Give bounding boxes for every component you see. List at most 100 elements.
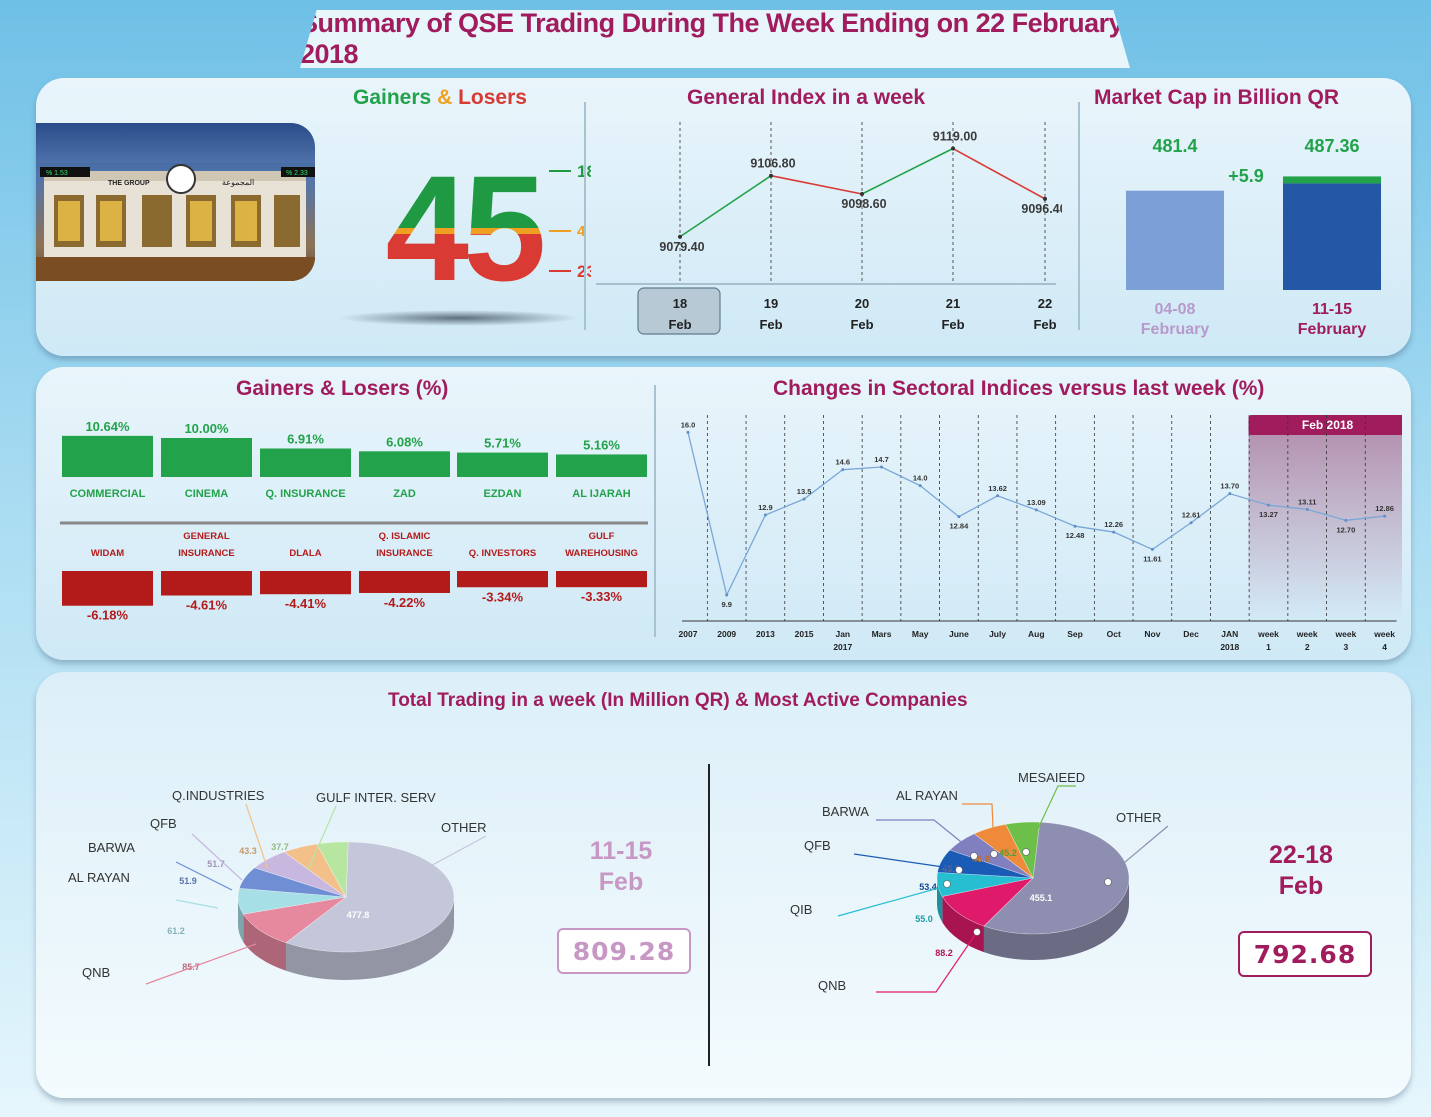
index-point <box>1043 196 1047 201</box>
sector-value-label: 11.61 <box>1143 554 1161 563</box>
sector-point <box>957 515 961 519</box>
loser-bar <box>62 571 153 606</box>
sector-value-label: 12.48 <box>1066 531 1085 540</box>
amp-word: & <box>437 86 453 109</box>
sector-tick-label: Mars <box>872 629 892 639</box>
feb-2018-label: Feb 2018 <box>1302 418 1354 432</box>
sector-tick-label: week <box>1335 629 1357 639</box>
sector-value-label: 13.27 <box>1259 510 1278 519</box>
separator <box>584 102 586 330</box>
index-value-label: 9119.00 <box>933 130 978 144</box>
sector-tick-label: Dec <box>1183 629 1199 639</box>
gainers-losers-pct-title: Gainers & Losers (%) <box>236 377 449 400</box>
sector-value-label: 12.84 <box>950 522 970 531</box>
selected-day-box[interactable] <box>637 287 721 335</box>
loser-bar <box>260 571 351 595</box>
sector-value-label: 12.9 <box>758 503 773 512</box>
pie-leader-line <box>191 833 243 881</box>
general-index-title: General Index in a week <box>687 86 926 109</box>
sector-point <box>1305 507 1309 511</box>
index-point <box>678 234 682 239</box>
loser-bar <box>457 571 548 588</box>
sector-tick-label: Nov <box>1144 629 1160 639</box>
sector-value-label: 12.61 <box>1182 511 1201 520</box>
feb-2018-highlight <box>1248 425 1402 621</box>
sector-point <box>1034 508 1038 512</box>
gainer-name: AL IJARAH <box>572 488 631 500</box>
pie-value-label: 477.8 <box>347 910 370 920</box>
sector-tick-label: JAN <box>1221 629 1238 639</box>
pie-slice <box>983 821 1130 935</box>
loser-name: INSURANCE <box>376 548 432 559</box>
pie-category-label: GULF INTER. SERV <box>316 790 436 805</box>
pie-value-label: 88.2 <box>935 948 953 958</box>
pie-category-label: OTHER <box>1116 810 1162 825</box>
loser-name: INSURANCE <box>178 548 234 559</box>
week1-line1: 11-15 <box>589 837 653 865</box>
loser-name: WIDAM <box>91 548 124 559</box>
month-label: Feb <box>850 317 873 332</box>
pie-value-label: 43.3 <box>239 846 257 856</box>
pie-category-label: BARWA <box>88 840 135 855</box>
pie-value-label: 51.7 <box>207 859 225 869</box>
loser-value: -4.61% <box>186 598 228 613</box>
total-number-graphic <box>385 144 543 312</box>
ticker-right: % 2.33 <box>286 170 308 177</box>
pie-side <box>237 897 244 943</box>
sector-point <box>1073 524 1077 528</box>
loser-name: WAREHOUSING <box>565 548 638 559</box>
building-text-en: THE GROUP <box>108 180 150 187</box>
gainer-value: 5.16% <box>583 437 620 452</box>
pie-leader-line <box>962 803 995 853</box>
pie-leader-line <box>853 853 965 871</box>
building-photo: THE GROUP المجموعة % 1.53 % 2.33 <box>36 123 315 281</box>
index-point <box>769 173 773 178</box>
pie-slice <box>941 877 1034 927</box>
index-value-label: 9106.80 <box>750 157 795 171</box>
gainer-value: 6.91% <box>287 432 324 447</box>
pie-leader-line <box>1105 825 1169 879</box>
month-label: Feb <box>759 317 782 332</box>
loser-name-line1: GENERAL <box>183 531 230 542</box>
pie-dot <box>1022 848 1030 856</box>
sector-point <box>880 465 883 469</box>
sector-value-label: 13.70 <box>1220 482 1239 491</box>
sector-value-label: 14.0 <box>913 474 928 483</box>
index-segment <box>679 175 772 238</box>
pie-category-label: Q.INDUSTRIES <box>172 788 265 803</box>
sector-value-label: 13.5 <box>797 487 812 496</box>
sector-value-label: 12.26 <box>1104 520 1123 529</box>
index-point <box>951 146 955 151</box>
pie-value-label: 49.0 <box>942 864 960 874</box>
sector-value-label: 14.6 <box>835 458 850 467</box>
sector-value-label: 14.7 <box>874 455 889 464</box>
week2-line1: 22-18 <box>1269 841 1333 869</box>
sector-tick-label: week <box>1296 629 1318 639</box>
sector-tick-label: Aug <box>1028 629 1045 639</box>
sector-point <box>1267 503 1270 507</box>
gainer-bar <box>457 452 548 477</box>
gainers-losers-title: Gainers & Losers <box>353 86 527 110</box>
gainer-bar <box>359 451 450 477</box>
pie-side <box>243 914 287 971</box>
separator <box>708 764 710 1066</box>
week1-line2: Feb <box>598 868 644 896</box>
sectoral-chart: Feb 2018 16.0 2007 9.9 2009 12.9 2013 13.5 2015 1… <box>679 415 1402 652</box>
sector-value-label: 9.9 <box>721 600 731 609</box>
index-value-label: 9096.40 <box>1021 202 1062 216</box>
month-label: Feb <box>941 317 964 332</box>
day-label: 20 <box>855 296 869 311</box>
pie-value-label: 53.4 <box>919 882 937 892</box>
index-value-label: 9079.40 <box>659 240 704 254</box>
gainer-name: COMMERCIAL <box>70 488 146 500</box>
sector-tick-label: 2009 <box>717 629 736 639</box>
ticker-left: % 1.53 <box>46 170 68 177</box>
sectoral-title: Changes in Sectoral Indices versus last … <box>773 377 1265 400</box>
sector-tick-label: week <box>1257 629 1279 639</box>
sector-tick-label: Sep <box>1067 629 1083 639</box>
market-cap-month: February <box>1141 321 1210 338</box>
title-banner: Summary of QSE Trading During The Week E… <box>300 10 1130 68</box>
sector-tick-label: July <box>989 629 1006 639</box>
gainer-value: 10.00% <box>184 421 229 436</box>
sector-tick-label-2: 2017 <box>833 642 852 652</box>
